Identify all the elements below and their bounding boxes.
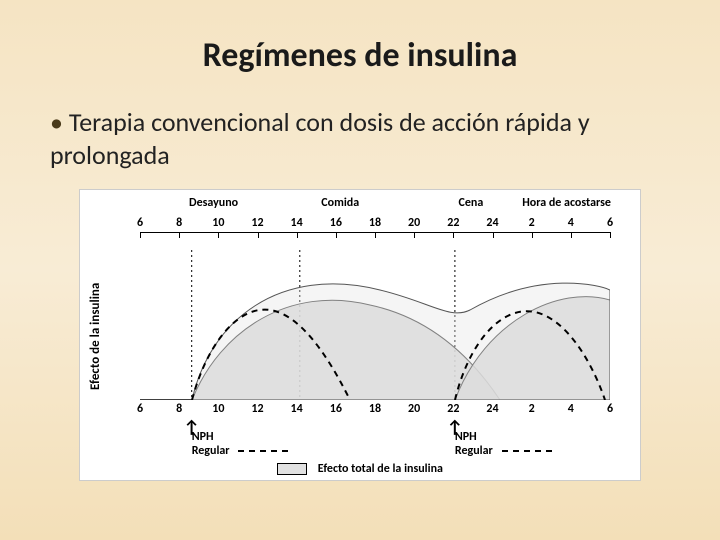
top-tickmark — [610, 232, 611, 238]
bottom-tick: 8 — [176, 402, 182, 416]
bottom-tick: 16 — [330, 402, 342, 416]
injection-label-group: NPHRegular — [192, 430, 289, 458]
top-tick: 4 — [568, 216, 574, 230]
top-tick: 8 — [176, 216, 182, 230]
legend-total-text: Efecto total de la insulina — [318, 462, 443, 476]
bullet-point: Terapia convencional con dosis de acción… — [50, 106, 680, 171]
top-tick: 20 — [408, 216, 420, 230]
top-tickmark — [375, 232, 376, 238]
top-tick: 2 — [529, 216, 535, 230]
dash-legend-icon — [238, 450, 288, 452]
slide-container: Regímenes de insulina Terapia convencion… — [0, 0, 720, 501]
meal-labels-row: Desayuno Comida Cena Hora de acostarse — [140, 196, 630, 210]
bottom-tick: 24 — [486, 402, 498, 416]
top-tickmark — [218, 232, 219, 238]
top-tick: 18 — [369, 216, 381, 230]
top-tickmark — [453, 232, 454, 238]
nph-label: NPH — [455, 430, 552, 444]
legend-swatch-icon — [277, 463, 307, 475]
total-effect-area — [192, 283, 610, 400]
top-tick: 6 — [137, 216, 143, 230]
top-tickmark — [297, 232, 298, 238]
chart-svg — [140, 250, 610, 400]
legend-total-effect: Efecto total de la insulina — [80, 462, 640, 476]
insulin-effect-chart: Efecto de la insulina Desayuno Comida Ce… — [79, 189, 641, 481]
bottom-hour-ticks: 681012141618202224246 — [140, 402, 610, 416]
dash-legend-icon — [502, 450, 552, 452]
top-tickmark — [414, 232, 415, 238]
top-tickmark — [336, 232, 337, 238]
top-tick: 10 — [212, 216, 224, 230]
injection-label-group: NPHRegular — [455, 430, 552, 458]
bottom-tick: 6 — [137, 402, 143, 416]
bottom-tick: 10 — [212, 402, 224, 416]
top-tick: 6 — [607, 216, 613, 230]
top-tick: 12 — [251, 216, 263, 230]
bottom-tick: 12 — [251, 402, 263, 416]
nph-label: NPH — [192, 430, 289, 444]
top-tickmark — [571, 232, 572, 238]
regular-label: Regular — [455, 444, 552, 458]
bottom-tick: 2 — [529, 402, 535, 416]
top-tick: 24 — [486, 216, 498, 230]
label-cena: Cena — [459, 196, 484, 210]
bottom-tick: 20 — [408, 402, 420, 416]
top-tickmark — [532, 232, 533, 238]
top-tick: 16 — [330, 216, 342, 230]
label-acostarse: Hora de acostarse — [522, 196, 611, 210]
bottom-tick: 18 — [369, 402, 381, 416]
top-tickmark — [493, 232, 494, 238]
bottom-tick: 4 — [568, 402, 574, 416]
top-tickmark — [179, 232, 180, 238]
top-tickmark — [140, 232, 141, 238]
y-axis-label: Efecto de la insulina — [88, 283, 103, 390]
bottom-tick: 22 — [447, 402, 459, 416]
bottom-tick: 14 — [291, 402, 303, 416]
top-tick: 22 — [447, 216, 459, 230]
slide-title: Regímenes de insulina — [40, 35, 680, 76]
label-desayuno: Desayuno — [189, 196, 238, 210]
bottom-tick: 6 — [607, 402, 613, 416]
top-tick: 14 — [291, 216, 303, 230]
plot-area — [140, 250, 610, 400]
top-tickmark — [258, 232, 259, 238]
regular-label: Regular — [192, 444, 289, 458]
label-comida: Comida — [321, 196, 359, 210]
